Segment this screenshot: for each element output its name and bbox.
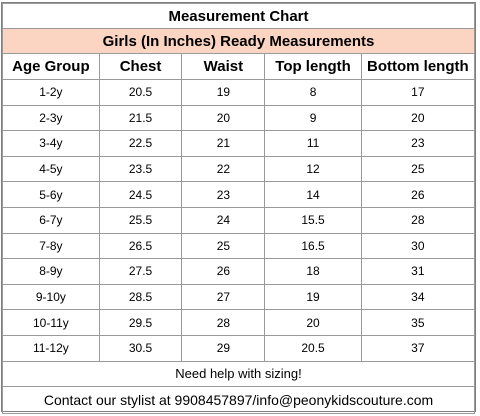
cell-waist: 19 xyxy=(181,79,266,106)
cell-top-length: 16.5 xyxy=(264,232,362,260)
cell-top-length: 19 xyxy=(264,283,362,311)
cell-chest: 26.5 xyxy=(98,232,183,260)
header-age-group: Age Group xyxy=(2,53,100,80)
cell-chest: 24.5 xyxy=(98,181,183,208)
cell-age-group: 6-7y xyxy=(2,206,100,234)
table-row: 1-2y 20.5 19 8 17 xyxy=(2,79,476,106)
cell-top-length: 14 xyxy=(264,181,362,208)
header-waist: Waist xyxy=(181,53,266,80)
cell-top-length: 20 xyxy=(264,309,362,336)
cell-chest: 29.5 xyxy=(98,309,183,336)
cell-age-group: 11-12y xyxy=(2,334,100,362)
cell-bottom-length: 23 xyxy=(360,130,476,157)
cell-chest: 23.5 xyxy=(98,155,183,183)
cell-chest: 28.5 xyxy=(98,283,183,311)
cell-waist: 25 xyxy=(181,232,266,260)
cell-bottom-length: 30 xyxy=(360,232,476,260)
cell-chest: 20.5 xyxy=(98,79,183,106)
table-row: 8-9y 27.5 26 18 31 xyxy=(2,258,476,285)
cell-waist: 27 xyxy=(181,283,266,311)
contact-text: Contact our stylist at 9908457897/info@p… xyxy=(2,385,475,414)
cell-age-group: 2-3y xyxy=(2,104,100,132)
table-row: 6-7y 25.5 24 15.5 28 xyxy=(2,206,476,234)
cell-chest: 30.5 xyxy=(98,334,183,362)
cell-waist: 26 xyxy=(181,258,266,285)
cell-waist: 28 xyxy=(181,309,266,336)
cell-bottom-length: 26 xyxy=(360,181,476,208)
cell-waist: 21 xyxy=(181,130,266,157)
cell-chest: 25.5 xyxy=(98,206,183,234)
chart-title: Measurement Chart xyxy=(2,3,475,29)
cell-bottom-length: 20 xyxy=(360,104,476,132)
cell-top-length: 18 xyxy=(264,258,362,285)
table-row: 4-5y 23.5 22 12 25 xyxy=(2,155,476,183)
cell-chest: 21.5 xyxy=(98,104,183,132)
help-text: Need help with sizing! xyxy=(2,360,475,387)
table-row: 10-11y 29.5 28 20 35 xyxy=(2,309,476,336)
table-row: 2-3y 21.5 20 9 20 xyxy=(2,104,476,132)
cell-top-length: 9 xyxy=(264,104,362,132)
cell-top-length: 8 xyxy=(264,79,362,106)
header-chest: Chest xyxy=(98,53,183,80)
chart-subtitle: Girls (In Inches) Ready Measurements xyxy=(2,28,475,54)
header-row: Age Group Chest Waist Top length Bottom … xyxy=(2,53,476,80)
cell-chest: 27.5 xyxy=(98,258,183,285)
cell-bottom-length: 17 xyxy=(360,79,476,106)
cell-age-group: 8-9y xyxy=(2,258,100,285)
cell-chest: 22.5 xyxy=(98,130,183,157)
table-row: 3-4y 22.5 21 11 23 xyxy=(2,130,476,157)
table-row: 11-12y 30.5 29 20.5 37 xyxy=(2,334,476,362)
cell-waist: 20 xyxy=(181,104,266,132)
cell-waist: 29 xyxy=(181,334,266,362)
cell-waist: 24 xyxy=(181,206,266,234)
cell-age-group: 3-4y xyxy=(2,130,100,157)
cell-top-length: 15.5 xyxy=(264,206,362,234)
cell-bottom-length: 28 xyxy=(360,206,476,234)
measurement-table: Measurement Chart Girls (In Inches) Read… xyxy=(2,3,476,414)
table-row: 5-6y 24.5 23 14 26 xyxy=(2,181,476,208)
cell-age-group: 5-6y xyxy=(2,181,100,208)
cell-bottom-length: 31 xyxy=(360,258,476,285)
cell-bottom-length: 25 xyxy=(360,155,476,183)
cell-age-group: 9-10y xyxy=(2,283,100,311)
table-row: 9-10y 28.5 27 19 34 xyxy=(2,283,476,311)
cell-waist: 23 xyxy=(181,181,266,208)
cell-bottom-length: 35 xyxy=(360,309,476,336)
cell-top-length: 11 xyxy=(264,130,362,157)
cell-age-group: 4-5y xyxy=(2,155,100,183)
cell-top-length: 12 xyxy=(264,155,362,183)
cell-bottom-length: 37 xyxy=(360,334,476,362)
cell-age-group: 7-8y xyxy=(2,232,100,260)
header-bottom-length: Bottom length xyxy=(360,53,476,80)
cell-age-group: 1-2y xyxy=(2,79,100,106)
table-row: 7-8y 26.5 25 16.5 30 xyxy=(2,232,476,260)
cell-age-group: 10-11y xyxy=(2,309,100,336)
cell-bottom-length: 34 xyxy=(360,283,476,311)
cell-waist: 22 xyxy=(181,155,266,183)
header-top-length: Top length xyxy=(264,53,362,80)
cell-top-length: 20.5 xyxy=(264,334,362,362)
